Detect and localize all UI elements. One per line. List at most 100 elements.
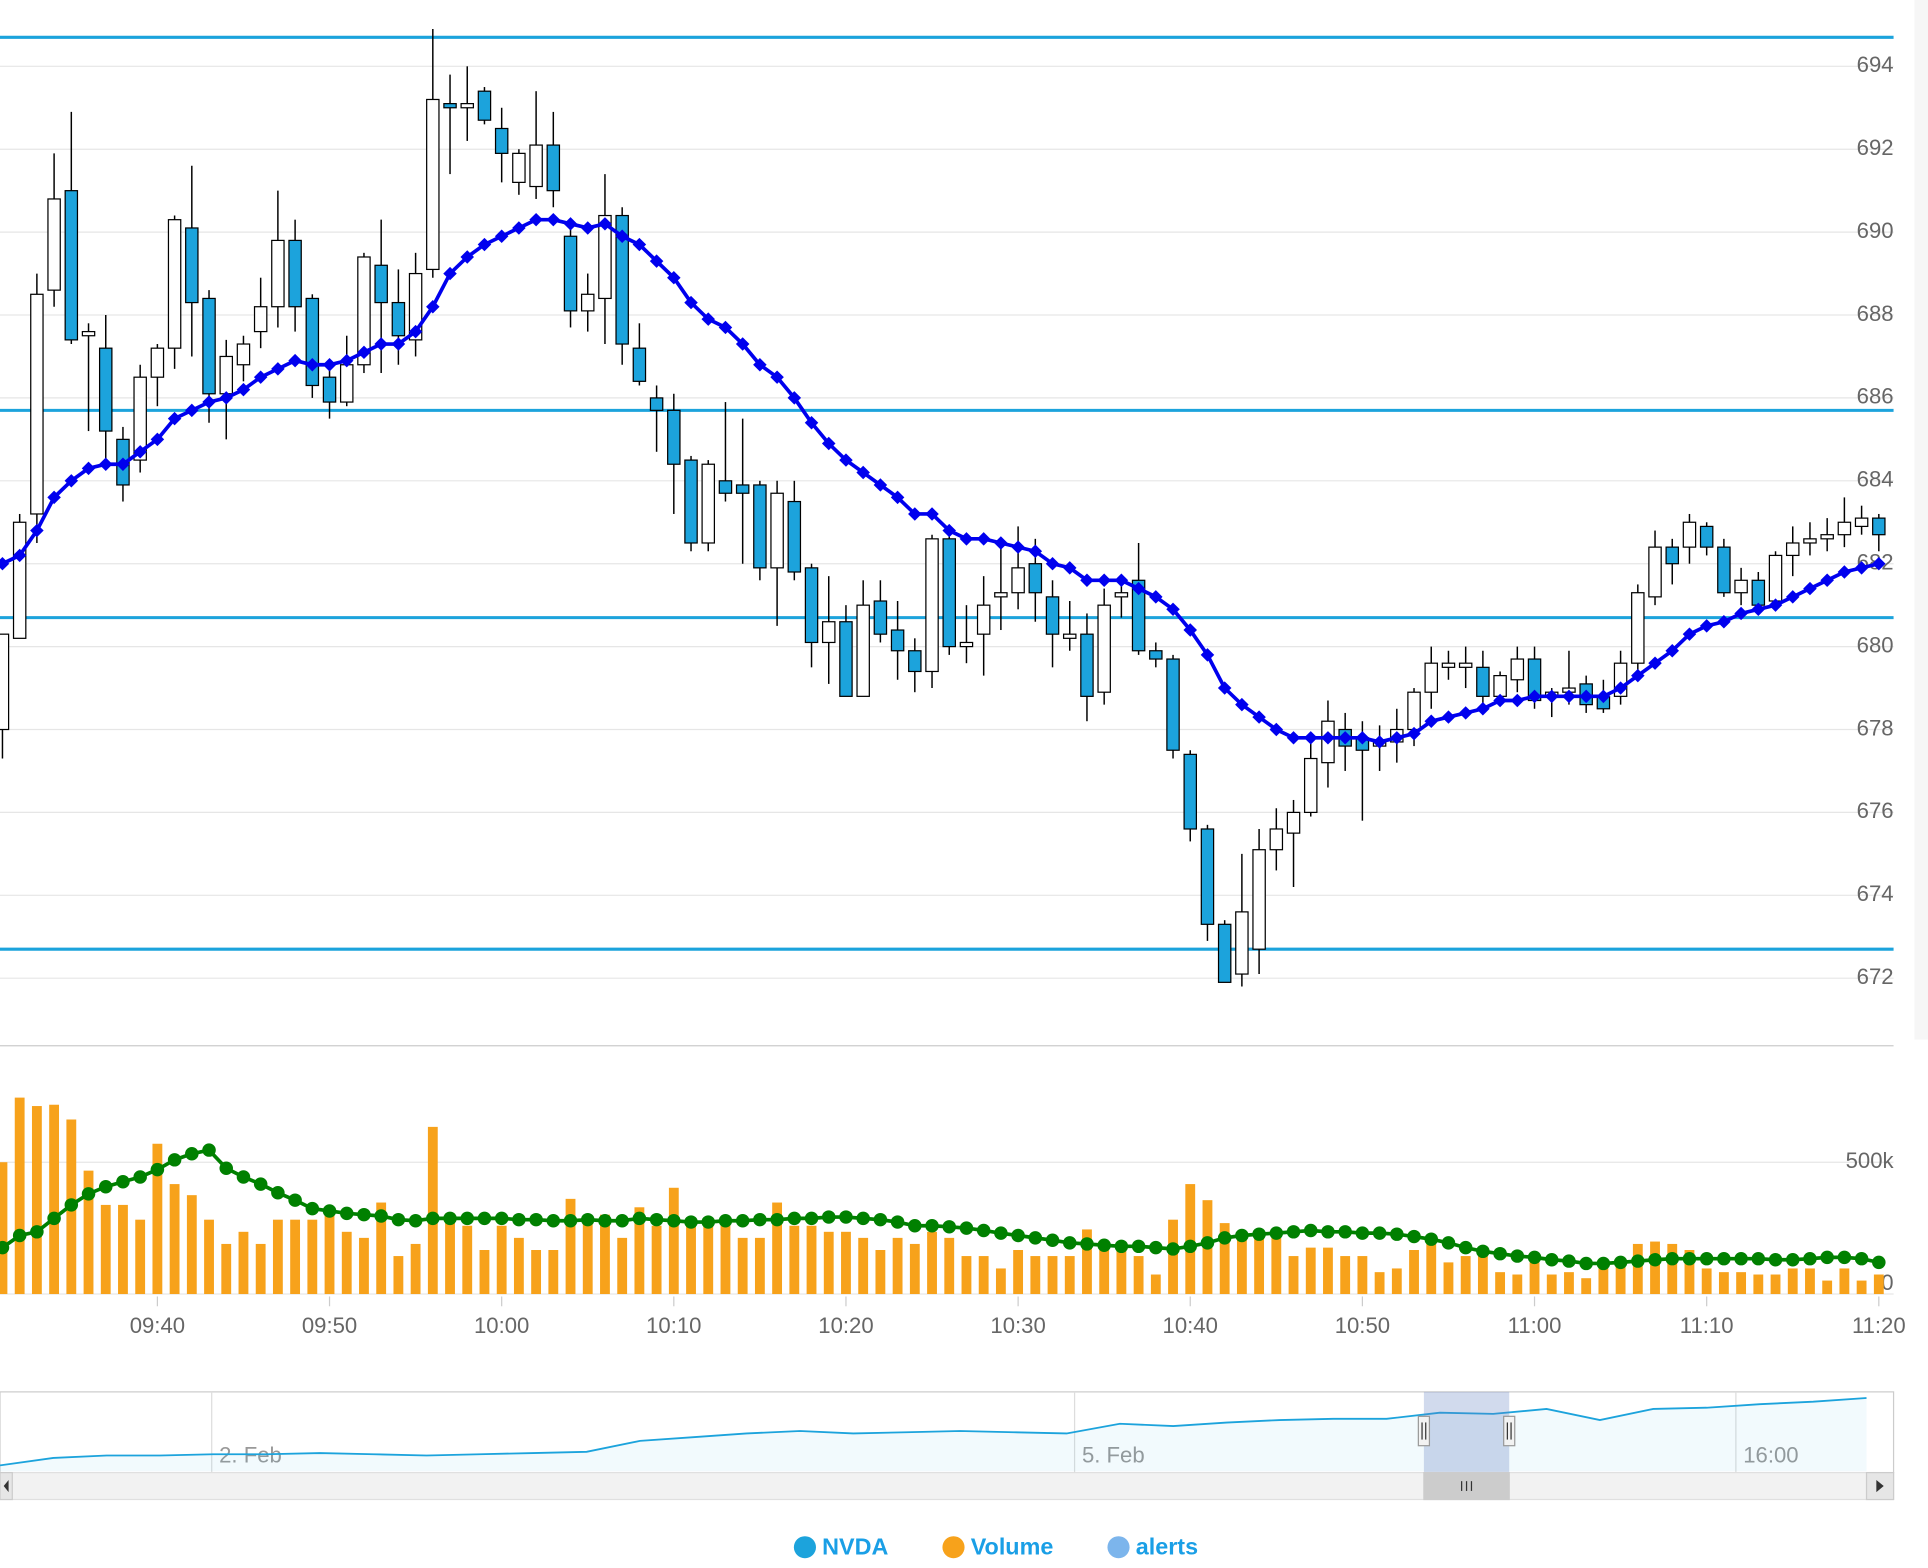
candle-body [1803,538,1817,544]
candle-body [185,227,199,304]
volume-bar [944,1237,955,1295]
candle-body [959,641,974,648]
x-tick-label: 10:40 [1163,1313,1218,1338]
candle-body [512,152,526,183]
line-marker [1510,1249,1525,1263]
line-marker [1493,1246,1507,1261]
line-marker [1562,689,1576,704]
volume-bar [1839,1268,1850,1295]
line-marker [1372,1226,1387,1240]
navigator-tick-label: 16:00 [1743,1443,1798,1468]
candle-body [426,98,440,271]
line-marker [271,362,285,376]
candle-body [753,484,767,569]
candle-body [1097,604,1111,693]
volume-bar [1443,1262,1454,1295]
candle-body [494,127,509,154]
candle-body [1665,546,1680,565]
line-marker [890,490,905,505]
volume-bar [1391,1268,1402,1295]
legend-symbol[interactable] [793,1536,816,1559]
volume-bar [255,1243,266,1295]
navigator-window[interactable] [1423,1391,1510,1473]
legend-label[interactable]: alerts [1136,1534,1198,1560]
volume-bar [1495,1272,1506,1295]
line-marker [735,1214,750,1228]
line-marker [994,536,1008,550]
legend-label[interactable]: NVDA [822,1534,888,1560]
x-tick-label: 11:10 [1680,1313,1734,1338]
volume-bar [1856,1280,1867,1295]
line-marker [856,1211,870,1226]
candle-body [821,621,836,644]
line-marker [1166,1242,1180,1256]
line-marker [615,1214,629,1228]
line-marker [649,1212,664,1227]
legend-symbol[interactable] [1107,1536,1130,1559]
legend-symbol[interactable] [942,1536,965,1559]
volume-bar [600,1214,610,1295]
volume-bar [927,1231,937,1295]
line-marker [1045,1233,1060,1247]
line-marker [942,523,957,538]
volume-bar [1340,1256,1351,1295]
line-marker [1579,1256,1593,1271]
legend-label[interactable]: Volume [971,1534,1054,1560]
volume-bar [703,1219,714,1295]
volume-bar [152,1143,163,1295]
volume-bar [754,1237,765,1295]
candle-body [1062,633,1077,639]
candle-body [1011,567,1025,594]
candle-body [408,272,423,341]
volume-bar [49,1104,60,1295]
volume-bar [1512,1274,1523,1295]
navigator-handle[interactable] [1503,1415,1516,1447]
line-marker [1424,1232,1439,1246]
line-marker [1200,1236,1215,1250]
line-marker [667,1214,681,1228]
line-marker [821,436,836,451]
volume-bar [324,1213,335,1295]
y-tick-label: 676 [1857,798,1894,823]
line-marker [253,1177,268,1191]
line-marker [1011,540,1025,554]
navigator-handle[interactable] [1417,1415,1431,1447]
line-marker [942,1220,957,1234]
candle-body [322,376,337,403]
candle-body [1751,579,1766,606]
volume-bar [531,1249,542,1295]
volume-bar [118,1204,128,1295]
volume-bar [875,1249,886,1295]
volume-bar [789,1225,800,1295]
line-marker [1131,581,1146,596]
line-marker [1734,1251,1748,1266]
volume-bar [1426,1237,1437,1295]
volume-bar [668,1187,679,1295]
line-marker [1424,714,1439,728]
volume-bar [1323,1247,1333,1295]
volume-bar [1736,1272,1747,1295]
line-marker [1613,1255,1628,1270]
candle-body [305,297,320,387]
line-marker [1751,1251,1766,1266]
line-marker [12,548,27,563]
line-marker [753,358,767,372]
line-marker [1596,689,1611,704]
scrollbar-right-arrow [1876,1479,1884,1493]
candle-body [684,459,698,544]
volume-bar [1581,1278,1592,1295]
volume-bar [892,1237,903,1295]
line-marker [1028,1231,1043,1245]
scrollbar-track[interactable] [0,1471,1895,1501]
line-marker [1217,1231,1232,1245]
candle-body [1648,546,1662,598]
volume-bar [634,1207,645,1295]
volume-bar [1529,1262,1540,1295]
volume-bar [1822,1280,1833,1295]
line-marker [460,1211,475,1226]
line-marker [632,237,647,252]
line-marker [443,266,457,281]
volume-bar [1116,1249,1127,1295]
line-marker [236,382,251,397]
volume-bar [1064,1256,1075,1295]
